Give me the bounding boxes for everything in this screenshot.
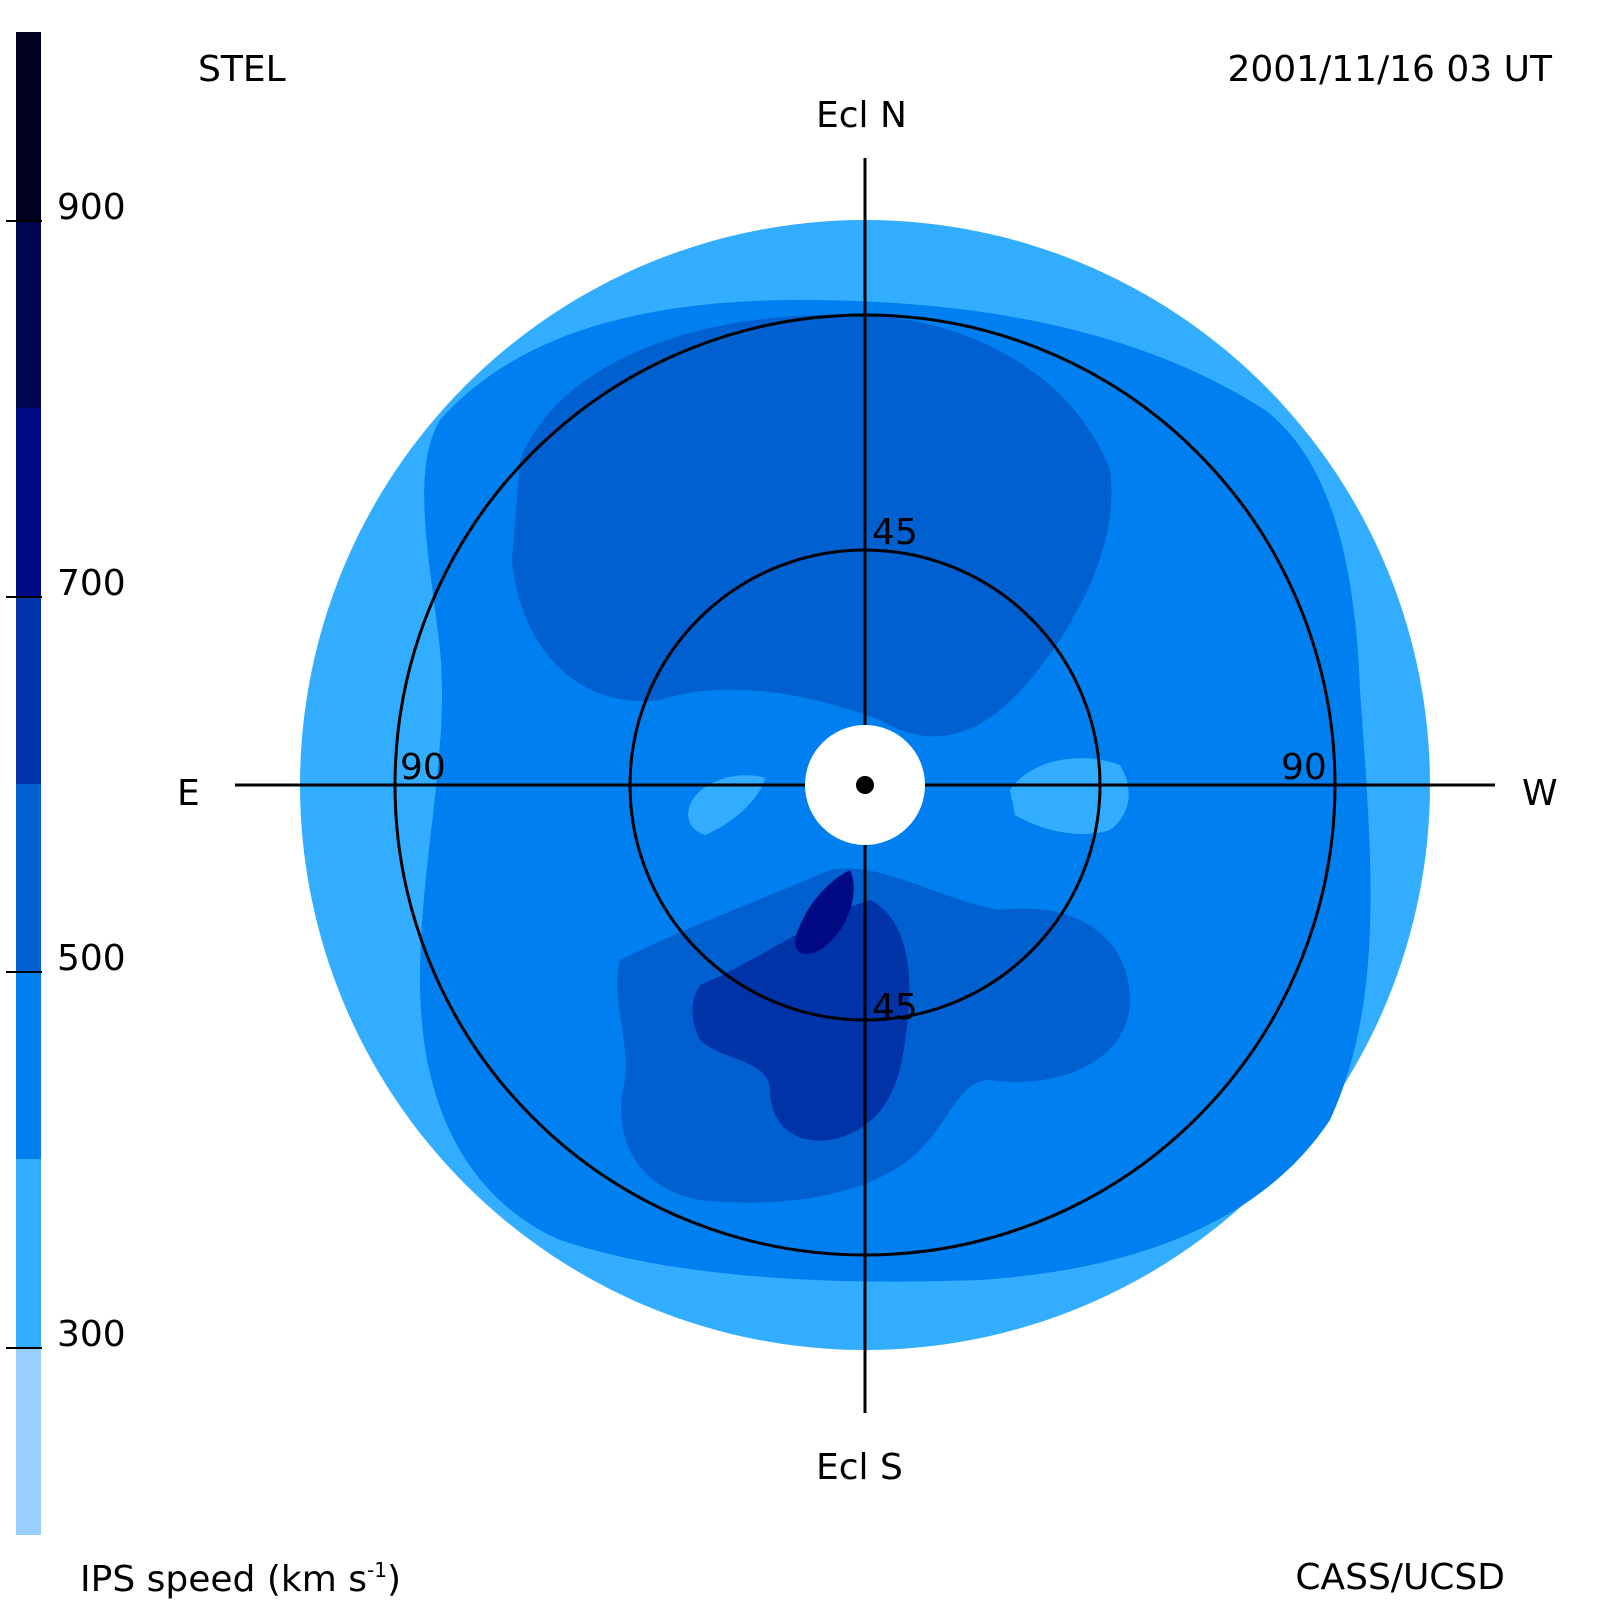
colorbar-tick — [6, 971, 42, 974]
south-label: Ecl S — [816, 1447, 903, 1488]
colorbar-tick-label: 900 — [57, 186, 126, 228]
colorbar-band-7 — [16, 32, 41, 220]
ring-90-left-label: 90 — [400, 747, 446, 788]
colorbar-band-0 — [16, 1347, 41, 1535]
west-label: W — [1522, 773, 1558, 814]
colorbar-band-4 — [16, 595, 41, 784]
colorbar-band-6 — [16, 219, 41, 408]
colorbar-tick — [6, 1347, 42, 1350]
colorbar-band-2 — [16, 971, 41, 1160]
east-slow-patch — [688, 775, 765, 835]
north-fast-lobe — [512, 314, 1112, 737]
ring-45-top-label: 45 — [872, 512, 918, 553]
colorbar-band-3 — [16, 783, 41, 972]
colorbar-band-5 — [16, 407, 41, 596]
station-label: STEL — [198, 49, 286, 90]
ring-90-right-label: 90 — [1281, 747, 1327, 788]
colorbar-title: IPS speed (km s-1) — [80, 1558, 401, 1600]
colorbar-tick-label: 300 — [57, 1314, 126, 1356]
colorbar-tick — [6, 595, 42, 598]
colorbar-tick-label: 500 — [57, 938, 126, 980]
fastest-streak — [795, 870, 854, 954]
colorbar-tick-label: 700 — [57, 562, 126, 604]
credit-label: CASS/UCSD — [1295, 1557, 1505, 1598]
datetime-label: 2001/11/16 03 UT — [1227, 49, 1552, 90]
north-label: Ecl N — [816, 95, 907, 136]
east-label: E — [177, 773, 200, 814]
south-faster-core — [692, 900, 910, 1141]
ring-45-bottom-label: 45 — [872, 987, 918, 1028]
colorbar-band-1 — [16, 1159, 41, 1348]
colorbar-tick — [6, 219, 42, 222]
sun-center-marker — [856, 776, 874, 794]
